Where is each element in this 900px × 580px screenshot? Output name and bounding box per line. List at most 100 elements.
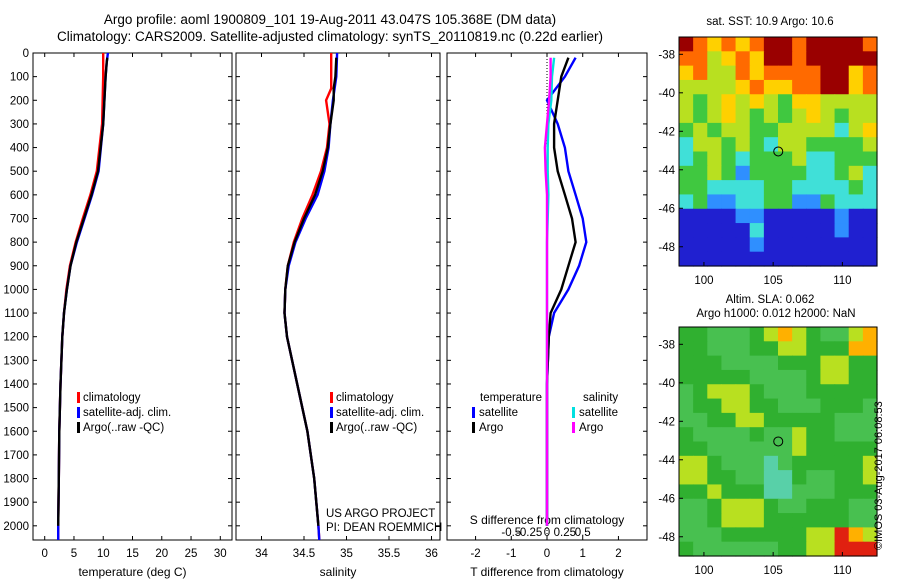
- sst-map-cell: [679, 94, 694, 110]
- sla-map-cell: [693, 355, 708, 371]
- sst-map-cell: [679, 65, 694, 81]
- sst-map-cell: [792, 137, 807, 153]
- sla-map-cell: [834, 541, 850, 557]
- sla-map-cell: [778, 441, 793, 457]
- sla-map-cell: [735, 384, 751, 400]
- sst-map-cell: [749, 165, 765, 181]
- sla-map-cell: [679, 470, 694, 486]
- sst-map-cell: [749, 194, 765, 210]
- sst-map-cell: [763, 237, 779, 253]
- sla-map-cell: [862, 455, 878, 471]
- sst-map-cell: [820, 194, 836, 210]
- sst-map-cell: [721, 194, 737, 210]
- difference-legend-swatch: [472, 407, 475, 418]
- sla-map-cell: [862, 484, 878, 500]
- sla-map-cell: [679, 341, 694, 357]
- sst-map-cell: [848, 108, 864, 124]
- sst-map-cell: [792, 79, 807, 95]
- sla-map-cell: [749, 412, 765, 428]
- sla-map-cells: [679, 327, 878, 557]
- sla-map-cell: [679, 384, 694, 400]
- sla-map-cell: [707, 327, 723, 342]
- sst-map-x-tick-label: 105: [764, 275, 783, 287]
- sla-map-cell: [679, 441, 694, 457]
- difference-legend-header: temperature: [480, 392, 542, 404]
- sla-map-cell: [707, 427, 723, 443]
- sst-map-cell: [792, 108, 807, 124]
- sla-map-cell: [862, 369, 878, 385]
- sst-map-cell: [848, 37, 864, 52]
- sla-map-cell: [735, 455, 751, 471]
- sla-map-cell: [693, 484, 708, 500]
- sla-map-cell: [679, 498, 694, 514]
- sla-map-cell: [735, 369, 751, 385]
- sla-map-cell: [707, 341, 723, 357]
- sla-map-x-tick-label: 105: [764, 565, 783, 577]
- sst-map-cell: [834, 194, 850, 210]
- sla-map-cell: [820, 441, 836, 457]
- copyright-stamp: ©IMOS 03-Aug-2017 06:08:53: [866, 300, 890, 560]
- sst-map-cell: [848, 208, 864, 224]
- sst-map-cell: [735, 108, 751, 124]
- sla-map-cell: [693, 513, 708, 528]
- sst-map-cell: [721, 151, 737, 167]
- sla-map-cell: [820, 484, 836, 500]
- sst-map-argo-marker: [773, 146, 784, 157]
- sla-map-cell: [834, 484, 850, 500]
- sst-map-cell: [820, 51, 836, 67]
- sla-map-cell: [749, 427, 765, 443]
- difference-top-tick-label: 0.25: [554, 527, 576, 539]
- sla-map-cell: [848, 355, 864, 371]
- depth-tick-label: 0: [23, 48, 29, 60]
- sla-map-cell: [862, 384, 878, 400]
- temperature-legend-swatch: [77, 422, 80, 433]
- sst-map-cell: [820, 251, 836, 267]
- depth-tick-label: 100: [10, 72, 29, 84]
- sla-map-cell: [862, 427, 878, 443]
- sla-map-cell: [679, 398, 694, 414]
- sla-map-cell: [792, 412, 807, 428]
- sla-map-cell: [763, 541, 779, 557]
- sla-map-cell: [792, 427, 807, 443]
- sst-map-cell: [820, 237, 836, 253]
- sla-map-cell: [707, 369, 723, 385]
- sla-map-cell: [862, 412, 878, 428]
- sst-map-cell: [848, 251, 864, 267]
- sst-map-cell: [778, 180, 793, 196]
- sst-map-cell: [862, 122, 878, 138]
- salinity-legend-swatch: [330, 407, 333, 418]
- sst-map-cell: [792, 65, 807, 81]
- sla-map-cell: [792, 398, 807, 414]
- sst-map-cell: [679, 122, 694, 138]
- depth-tick-label: 1600: [3, 426, 29, 438]
- sst-map-cell: [778, 223, 793, 238]
- sla-map-cell: [778, 369, 793, 385]
- difference-x-tick-label: 1: [580, 548, 586, 560]
- sla-map-cell: [721, 513, 737, 528]
- sst-map-cell: [721, 108, 737, 124]
- sla-map-cell: [749, 341, 765, 357]
- sla-map-cell: [792, 341, 807, 357]
- sla-map-cell: [834, 412, 850, 428]
- sla-map-cell: [763, 484, 779, 500]
- sla-map-cell: [820, 412, 836, 428]
- depth-tick-label: 300: [10, 119, 29, 131]
- sst-map-cell: [763, 194, 779, 210]
- sst-map-cell: [778, 79, 793, 95]
- sst-map-cell: [679, 165, 694, 181]
- sst-map-cell: [707, 223, 723, 238]
- sla-map-cell: [792, 498, 807, 514]
- sst-map-cell: [820, 180, 836, 196]
- sla-map-cell: [862, 513, 878, 528]
- sla-map-cell: [806, 541, 822, 557]
- sst-map-cell: [735, 122, 751, 138]
- sla-map-cell: [792, 541, 807, 557]
- sla-map-cell: [721, 341, 737, 357]
- sst-map-cell: [693, 251, 708, 267]
- sla-map-cell: [834, 455, 850, 471]
- depth-tick-label: 600: [10, 190, 29, 202]
- sla-map-cell: [834, 498, 850, 514]
- sla-map-cell: [735, 327, 751, 342]
- sla-map-cell: [749, 327, 765, 342]
- sst-map-cell: [848, 65, 864, 81]
